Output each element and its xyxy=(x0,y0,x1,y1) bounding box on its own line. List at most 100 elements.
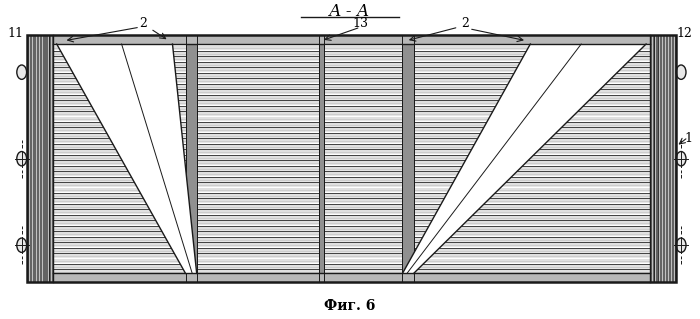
Text: 2: 2 xyxy=(461,18,470,30)
Bar xyxy=(53,271,650,273)
Bar xyxy=(53,194,650,197)
Bar xyxy=(53,166,650,168)
Bar xyxy=(53,111,650,114)
Bar xyxy=(53,242,650,245)
Bar xyxy=(53,127,650,130)
Bar xyxy=(53,209,650,212)
Bar xyxy=(53,79,650,82)
Bar xyxy=(53,231,650,234)
Bar xyxy=(53,249,650,252)
Bar xyxy=(53,89,650,92)
Bar xyxy=(53,182,650,184)
Bar xyxy=(27,35,676,282)
Bar xyxy=(53,52,650,55)
Bar xyxy=(53,216,650,219)
Bar xyxy=(186,44,197,273)
Bar xyxy=(650,35,676,282)
Bar xyxy=(53,67,650,70)
Bar xyxy=(53,144,650,146)
Polygon shape xyxy=(402,44,646,273)
Text: 2: 2 xyxy=(139,18,148,30)
Text: 11: 11 xyxy=(8,27,23,40)
Bar xyxy=(53,205,650,208)
Bar xyxy=(53,122,650,124)
Bar xyxy=(53,156,650,159)
Text: Фиг. 6: Фиг. 6 xyxy=(324,299,376,313)
Bar xyxy=(53,74,650,77)
Bar xyxy=(53,237,650,239)
Bar xyxy=(53,85,650,88)
Text: 12: 12 xyxy=(677,27,692,40)
Bar xyxy=(53,161,650,164)
Bar xyxy=(53,68,650,71)
Bar xyxy=(53,63,650,66)
Bar xyxy=(53,171,650,174)
Bar xyxy=(53,133,650,135)
Text: А - А: А - А xyxy=(329,3,371,20)
Text: 13: 13 xyxy=(353,18,368,30)
Bar xyxy=(53,167,650,170)
Bar xyxy=(27,35,53,282)
Bar xyxy=(53,139,650,142)
Bar xyxy=(53,259,650,263)
Bar xyxy=(53,199,650,202)
Bar xyxy=(53,177,650,179)
Bar xyxy=(53,198,650,201)
Ellipse shape xyxy=(676,65,686,79)
Bar xyxy=(53,253,650,256)
Bar xyxy=(53,100,650,103)
Bar xyxy=(53,172,650,175)
Bar xyxy=(53,116,650,119)
Ellipse shape xyxy=(676,238,686,252)
Bar xyxy=(53,189,650,191)
Bar xyxy=(53,210,650,213)
Bar xyxy=(53,106,650,108)
Bar xyxy=(53,134,650,137)
Bar xyxy=(53,243,650,246)
Bar xyxy=(53,51,650,54)
Bar xyxy=(53,112,650,115)
Bar xyxy=(53,90,650,93)
Bar xyxy=(53,150,650,153)
Ellipse shape xyxy=(17,65,27,79)
Bar xyxy=(53,160,650,163)
Bar xyxy=(53,149,650,152)
Ellipse shape xyxy=(676,152,686,166)
Bar xyxy=(53,84,650,86)
Bar xyxy=(53,258,650,261)
Bar xyxy=(53,204,650,206)
Text: 1: 1 xyxy=(684,132,692,145)
Bar xyxy=(53,78,650,81)
Bar xyxy=(53,107,650,109)
Bar xyxy=(53,73,650,75)
Bar xyxy=(53,123,650,126)
Polygon shape xyxy=(57,44,197,273)
Bar xyxy=(53,221,650,224)
Bar xyxy=(53,44,650,273)
Bar xyxy=(53,57,650,60)
Bar xyxy=(53,273,650,282)
Bar xyxy=(53,46,650,48)
Bar xyxy=(53,128,650,131)
Bar xyxy=(53,188,650,190)
Bar xyxy=(53,138,650,141)
Bar xyxy=(53,238,650,241)
Bar xyxy=(53,178,650,181)
Bar xyxy=(53,232,650,235)
Bar xyxy=(53,264,650,266)
Bar xyxy=(53,220,650,223)
Ellipse shape xyxy=(17,238,27,252)
Bar xyxy=(53,145,650,148)
Bar xyxy=(53,193,650,196)
Bar xyxy=(53,47,650,49)
Bar xyxy=(53,96,650,99)
Bar xyxy=(53,215,650,217)
Bar xyxy=(53,226,650,228)
Bar xyxy=(53,101,650,104)
Bar xyxy=(53,183,650,186)
Ellipse shape xyxy=(17,152,27,166)
Bar xyxy=(402,44,414,273)
Bar xyxy=(53,95,650,97)
Bar xyxy=(53,56,650,59)
Bar xyxy=(53,155,650,157)
